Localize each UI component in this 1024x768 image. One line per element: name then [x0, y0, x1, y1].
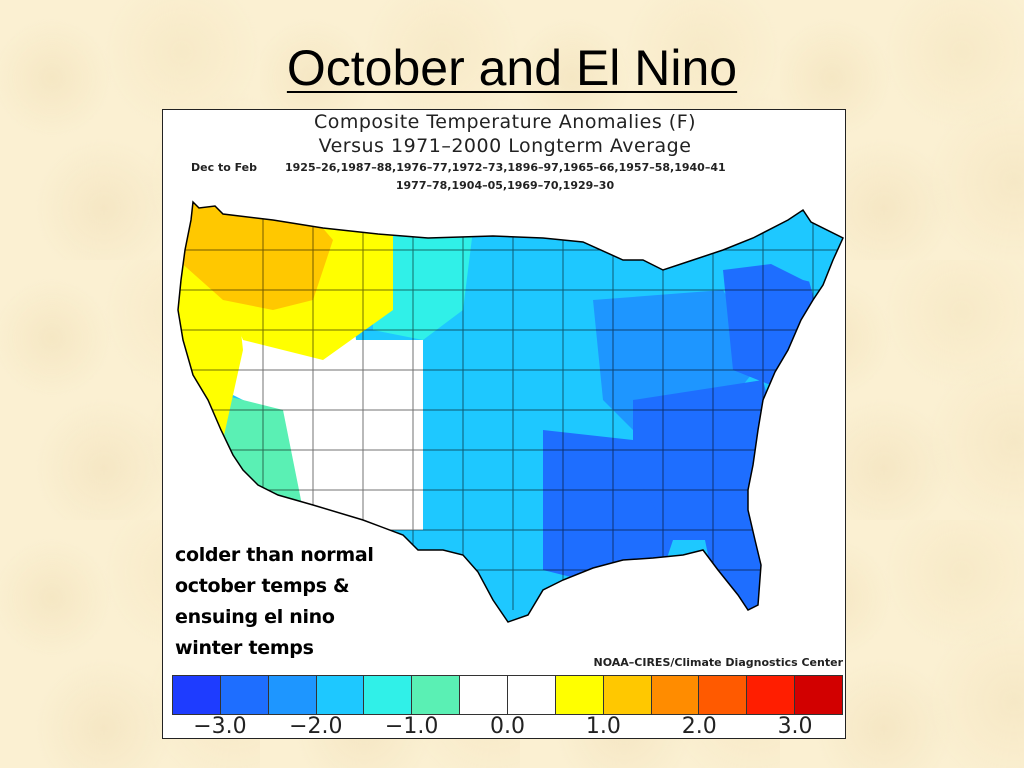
color-scale-tick-label: 0.0: [490, 714, 525, 739]
region-pacific-northwest: [178, 202, 333, 310]
color-swatch: [364, 676, 413, 714]
color-scale-tick-label: 2.0: [681, 714, 717, 739]
anomaly-map-panel: Composite Temperature Anomalies (F) Vers…: [162, 109, 846, 739]
color-scale-bar: [172, 675, 843, 715]
anomaly-regions: [178, 202, 843, 622]
color-swatch: [220, 676, 269, 714]
us-climate-division-map: [177, 200, 844, 623]
color-swatch: [555, 676, 604, 714]
region-southeast: [633, 380, 783, 540]
color-swatch: [173, 676, 221, 714]
color-swatch: [412, 676, 461, 714]
region-northern-plains: [373, 225, 473, 340]
color-swatch: [460, 676, 509, 714]
color-swatch: [508, 676, 556, 714]
season-label: Dec to Feb: [191, 161, 257, 174]
color-swatch: [268, 676, 317, 714]
annotation-line: winter temps: [175, 637, 314, 659]
color-scale-tick-label: 1.0: [585, 714, 621, 739]
color-swatch: [316, 676, 365, 714]
color-scale-tick-label: −2.0: [289, 714, 343, 739]
color-scale-tick-label: −3.0: [193, 714, 247, 739]
color-swatch: [651, 676, 700, 714]
annotation-line: october temps &: [175, 575, 350, 597]
color-scale-tick-label: 3.0: [777, 714, 813, 739]
color-swatch: [699, 676, 748, 714]
division-boundaries: [178, 210, 843, 610]
map-subtitle: Versus 1971–2000 Longterm Average: [318, 135, 692, 157]
years-list-line2: 1977–78,1904–05,1969–70,1929–30: [395, 179, 615, 192]
color-swatch: [603, 676, 652, 714]
map-credit: NOAA–CIRES/Climate Diagnostics Center: [593, 656, 844, 669]
years-list-line1: 1925–26,1987–88,1976–77,1972–73,1896–97,…: [285, 161, 726, 174]
map-title: Composite Temperature Anomalies (F): [313, 111, 697, 133]
color-swatch: [795, 676, 843, 714]
color-swatch: [747, 676, 796, 714]
slide-title: October and El Nino: [286, 40, 738, 96]
color-scale-tick-label: −1.0: [384, 714, 439, 739]
us-outline: [177, 200, 844, 623]
annotation-line: ensuing el nino: [175, 606, 335, 628]
annotation-line: colder than normal: [175, 544, 374, 566]
annotation-text: colder than normal october temps & ensui…: [175, 540, 395, 664]
